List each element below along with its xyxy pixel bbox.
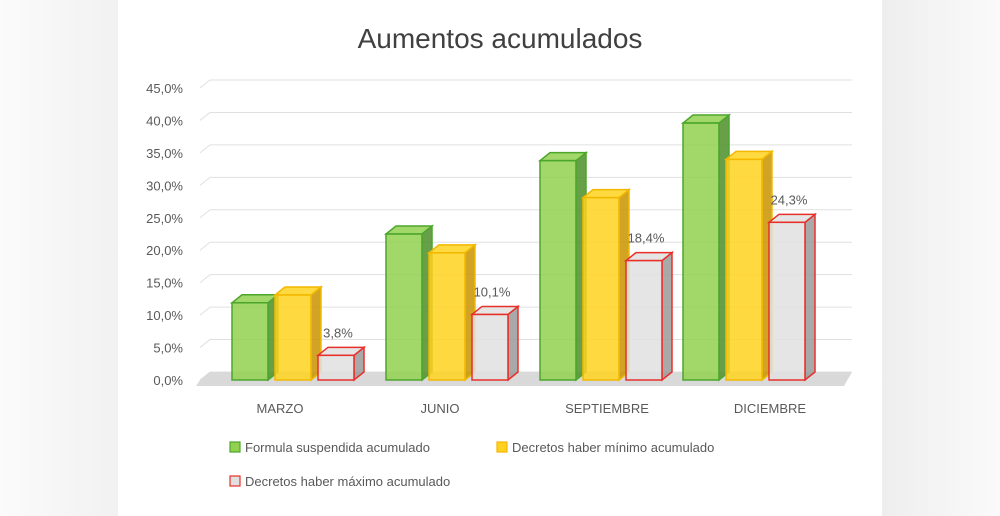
x-tick-label: SEPTIEMBRE — [565, 401, 649, 416]
y-tick-label: 45,0% — [146, 81, 183, 96]
bar-2-junio — [426, 243, 478, 382]
gridline-diag — [199, 241, 211, 251]
y-tick-label: 5,0% — [153, 341, 183, 356]
data-label: 24,3% — [771, 192, 808, 207]
legend-swatch — [496, 441, 508, 453]
bar-3-septiembre-side — [661, 251, 673, 382]
bar-2-diciembre-front — [725, 158, 763, 381]
bar-3-junio-side — [507, 304, 519, 382]
chart-title: Aumentos acumulados — [358, 23, 643, 54]
data-label: 10,1% — [474, 284, 511, 299]
gridline-diag — [199, 144, 211, 154]
y-tick-label: 30,0% — [146, 178, 183, 193]
x-tick-label: DICIEMBRE — [734, 401, 807, 416]
data-label: 18,4% — [628, 231, 665, 246]
legend-label: Formula suspendida acumulado — [245, 440, 430, 455]
bar-2-marzo-front — [274, 294, 312, 381]
bar-3-diciembre-front — [768, 221, 806, 381]
gridline-diag — [199, 274, 211, 284]
y-tick-label: 40,0% — [146, 113, 183, 128]
bar-2-septiembre-front — [582, 196, 620, 381]
bar-2-junio-front — [428, 252, 466, 381]
y-tick-label: 20,0% — [146, 243, 183, 258]
y-tick-label: 0,0% — [153, 373, 183, 388]
bar-1-septiembre-front — [539, 159, 577, 381]
y-tick-label: 15,0% — [146, 276, 183, 291]
y-tick-label: 25,0% — [146, 211, 183, 226]
bar-3-diciembre-side — [804, 212, 816, 382]
bar-3-diciembre — [766, 212, 818, 382]
bar-1-septiembre — [537, 151, 589, 382]
gridline-diag — [199, 209, 211, 219]
bar-2-septiembre — [580, 188, 632, 382]
gridline-diag — [199, 339, 211, 348]
x-axis: MARZO JUNIO SEPTIEMBRE DICIEMBRE — [257, 401, 807, 416]
bar-1-marzo-front — [231, 302, 269, 381]
bar-3-septiembre-front — [625, 259, 663, 381]
legend-label: Decretos haber máximo acumulado — [245, 474, 450, 489]
left-margin — [0, 0, 118, 516]
gridline-diag — [199, 112, 211, 121]
bar-3-junio-front — [471, 313, 509, 381]
bar-3-septiembre — [623, 251, 675, 382]
legend: Formula suspendida acumulado Decretos hab… — [229, 440, 714, 489]
bar-2-diciembre — [723, 149, 775, 382]
gridline-diag — [199, 176, 211, 186]
bar-3-junio — [469, 304, 521, 382]
bar-1-junio-front — [385, 233, 423, 381]
gridline-diag — [199, 306, 211, 316]
bar-1-diciembre-front — [682, 122, 720, 381]
legend-swatch — [229, 441, 241, 453]
data-label: 3,8% — [323, 325, 353, 340]
legend-label: Decretos haber mínimo acumulado — [512, 440, 714, 455]
bar-1-junio — [383, 224, 435, 382]
bars — [229, 113, 818, 382]
bar-3-marzo-front — [317, 354, 355, 381]
gridline-diag — [199, 79, 211, 89]
right-margin — [882, 0, 1000, 516]
bar-1-diciembre — [680, 113, 732, 382]
legend-swatch — [229, 475, 241, 487]
bar-3-marzo — [315, 345, 367, 382]
y-axis: 0,0% 5,0% 10,0% 15,0% 20,0% 25,0% 30,0% 35,0% 40… — [146, 81, 183, 388]
bar-2-marzo — [272, 285, 324, 382]
y-tick-label: 35,0% — [146, 146, 183, 161]
x-tick-label: JUNIO — [421, 401, 460, 416]
y-tick-label: 10,0% — [146, 308, 183, 323]
bar-1-marzo — [229, 293, 281, 382]
x-tick-label: MARZO — [257, 401, 304, 416]
data-labels: 3,8% 10,1% 18,4% 24,3% — [323, 192, 808, 340]
